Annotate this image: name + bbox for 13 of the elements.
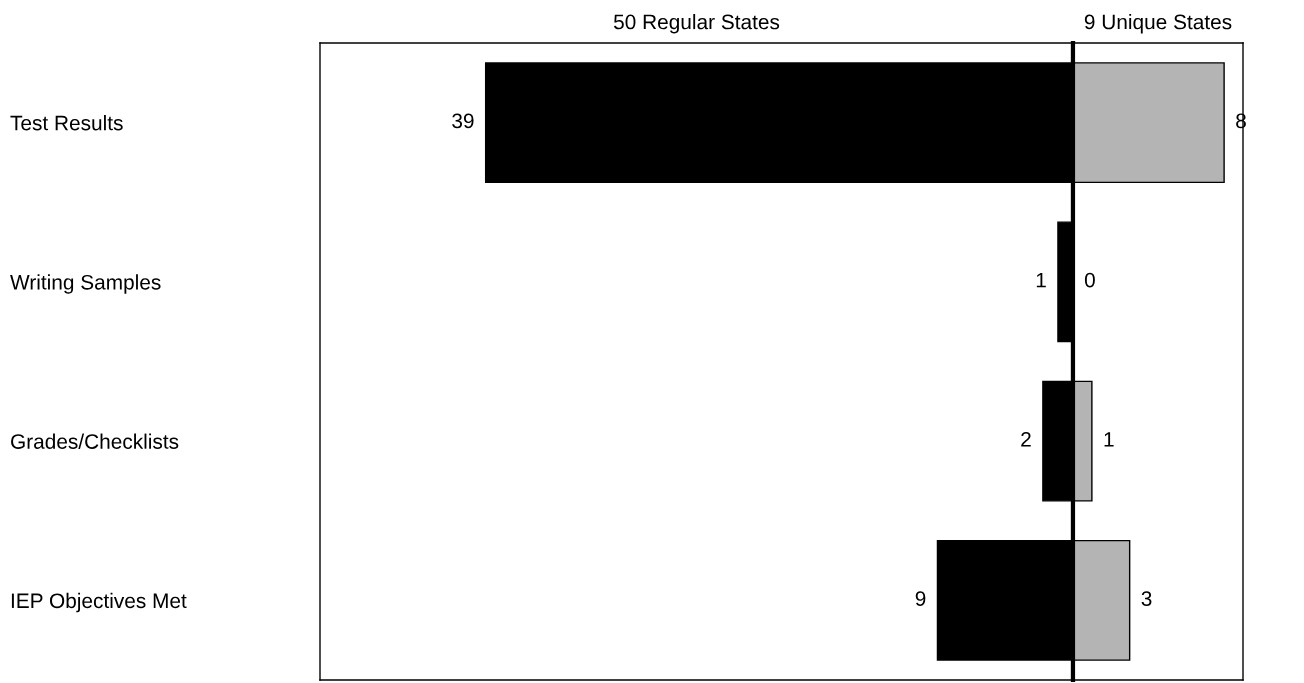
y-tick-label: Grades/Checklists <box>11 433 179 449</box>
y-tick-label: Test Results <box>10 115 123 131</box>
data-label: 9 <box>915 591 926 606</box>
data-label: 0 <box>1084 272 1095 288</box>
y-tick-label: Writing Samples <box>10 274 161 294</box>
y-tick-label: IEP Objectives Met <box>11 592 187 613</box>
data-label: 39 <box>452 113 474 129</box>
data-label: 1 <box>1036 272 1046 288</box>
chart-title: 9 Unique States <box>1084 14 1232 34</box>
data-label: 1 <box>1104 432 1114 447</box>
data-label: 2 <box>1021 431 1031 447</box>
chart-title: 50 Regular States <box>613 14 780 34</box>
data-label: 3 <box>1141 591 1152 606</box>
